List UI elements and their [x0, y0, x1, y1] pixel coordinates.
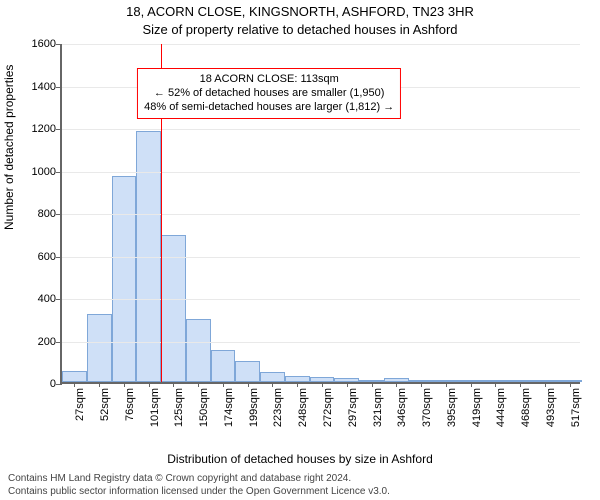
x-tick [421, 382, 422, 387]
x-tick-label: 517sqm [570, 388, 582, 427]
x-axis-label: Distribution of detached houses by size … [0, 452, 600, 466]
x-tick-label: 346sqm [396, 388, 408, 427]
y-tick [56, 342, 62, 343]
x-tick [149, 382, 150, 387]
chart-title-line1: 18, ACORN CLOSE, KINGSNORTH, ASHFORD, TN… [0, 4, 600, 19]
x-tick [124, 382, 125, 387]
property-size-histogram: 18, ACORN CLOSE, KINGSNORTH, ASHFORD, TN… [0, 0, 600, 500]
x-tick-label: 272sqm [322, 388, 334, 427]
grid-line [62, 44, 580, 45]
x-tick [173, 382, 174, 387]
x-tick-label: 27sqm [74, 388, 86, 421]
x-tick-label: 419sqm [471, 388, 483, 427]
footer-credits: Contains HM Land Registry data © Crown c… [8, 473, 390, 498]
x-tick-label: 76sqm [124, 388, 136, 421]
annotation-box: 18 ACORN CLOSE: 113sqm← 52% of detached … [137, 68, 401, 119]
grid-line [62, 257, 580, 258]
y-tick [56, 87, 62, 88]
plot-area: 0200400600800100012001400160027sqm52sqm7… [60, 44, 580, 384]
histogram-bar [260, 372, 285, 382]
histogram-bar [112, 176, 137, 382]
y-tick-label: 1400 [32, 81, 56, 93]
x-tick [446, 382, 447, 387]
y-tick [56, 214, 62, 215]
x-tick [223, 382, 224, 387]
x-tick-label: 223sqm [272, 388, 284, 427]
x-tick [495, 382, 496, 387]
x-tick-label: 370sqm [421, 388, 433, 427]
x-tick-label: 444sqm [495, 388, 507, 427]
y-tick [56, 257, 62, 258]
y-tick-label: 0 [50, 378, 56, 390]
x-tick-label: 174sqm [223, 388, 235, 427]
x-tick-label: 199sqm [248, 388, 260, 427]
grid-line [62, 299, 580, 300]
y-tick-label: 200 [38, 336, 56, 348]
y-tick-label: 1200 [32, 123, 56, 135]
y-tick-label: 600 [38, 251, 56, 263]
x-tick-label: 125sqm [173, 388, 185, 427]
y-tick [56, 172, 62, 173]
x-tick-label: 248sqm [297, 388, 309, 427]
x-tick [198, 382, 199, 387]
x-tick [322, 382, 323, 387]
x-tick-label: 468sqm [520, 388, 532, 427]
histogram-bar [62, 371, 87, 382]
x-tick [396, 382, 397, 387]
x-tick [99, 382, 100, 387]
histogram-bar [235, 361, 260, 382]
x-tick [471, 382, 472, 387]
x-tick-label: 493sqm [545, 388, 557, 427]
grid-line [62, 342, 580, 343]
grid-line [62, 214, 580, 215]
x-tick [347, 382, 348, 387]
y-tick [56, 129, 62, 130]
footer-line2: Contains public sector information licen… [8, 486, 390, 499]
y-tick-label: 800 [38, 208, 56, 220]
y-tick-label: 400 [38, 293, 56, 305]
annotation-line: 48% of semi-detached houses are larger (… [144, 100, 394, 114]
histogram-bar [87, 314, 112, 382]
x-tick [74, 382, 75, 387]
histogram-bar [211, 350, 236, 382]
annotation-line: 18 ACORN CLOSE: 113sqm [144, 72, 394, 86]
y-tick-label: 1600 [32, 38, 56, 50]
x-tick [248, 382, 249, 387]
y-tick-label: 1000 [32, 166, 56, 178]
x-tick-label: 321sqm [372, 388, 384, 427]
footer-line1: Contains HM Land Registry data © Crown c… [8, 473, 390, 486]
x-tick [520, 382, 521, 387]
grid-line [62, 172, 580, 173]
x-tick-label: 101sqm [149, 388, 161, 427]
x-tick-label: 52sqm [99, 388, 111, 421]
x-tick [372, 382, 373, 387]
histogram-bar [186, 319, 211, 382]
x-tick [297, 382, 298, 387]
chart-title-line2: Size of property relative to detached ho… [0, 22, 600, 37]
y-tick [56, 384, 62, 385]
y-axis-label: Number of detached properties [2, 65, 16, 230]
annotation-line: ← 52% of detached houses are smaller (1,… [144, 86, 394, 100]
y-tick [56, 44, 62, 45]
x-tick [545, 382, 546, 387]
x-tick-label: 297sqm [347, 388, 359, 427]
x-tick-label: 395sqm [446, 388, 458, 427]
x-tick [570, 382, 571, 387]
x-tick-label: 150sqm [198, 388, 210, 427]
grid-line [62, 129, 580, 130]
y-tick [56, 299, 62, 300]
x-tick [272, 382, 273, 387]
